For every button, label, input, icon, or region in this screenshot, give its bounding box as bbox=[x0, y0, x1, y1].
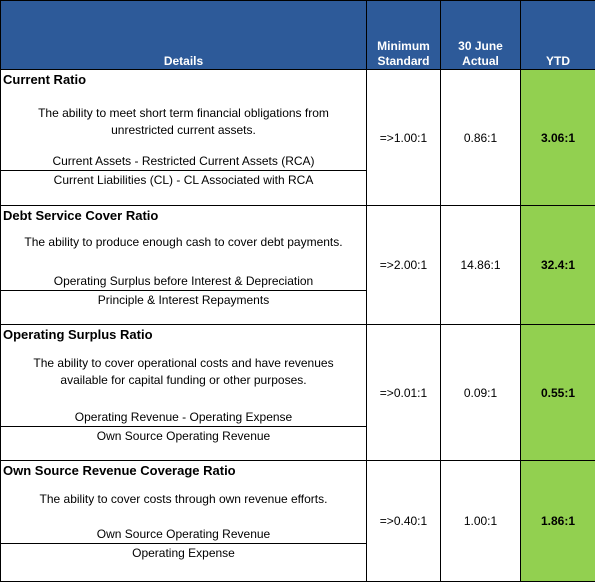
formula-denominator: Current Liabilities (CL) - CL Associated… bbox=[53, 173, 314, 187]
actual-value: 0.09:1 bbox=[440, 324, 521, 461]
actual-value: 1.00:1 bbox=[440, 460, 521, 582]
ratio-description: The ability to cover costs through own r… bbox=[39, 492, 328, 506]
formula-denominator: Operating Expense bbox=[132, 546, 235, 560]
ratio-details: Own Source Revenue Coverage Ratio The ab… bbox=[0, 460, 367, 582]
ratio-description: The ability to meet short term financial… bbox=[38, 106, 329, 137]
actual-header-line2: Actual bbox=[462, 54, 499, 68]
ratio-title: Debt Service Cover Ratio bbox=[3, 208, 159, 223]
minimum-standard-value: =>1.00:1 bbox=[366, 69, 441, 206]
details-header-label: Details bbox=[163, 54, 204, 68]
ytd-value: 3.06:1 bbox=[520, 69, 595, 206]
minimum-header-line2: Standard bbox=[377, 54, 430, 68]
ratio-formula: Own Source Operating Revenue Operating E… bbox=[1, 527, 366, 561]
ratio-description: The ability to produce enough cash to co… bbox=[24, 235, 343, 249]
ratio-title: Own Source Revenue Coverage Ratio bbox=[3, 463, 236, 478]
formula-denominator: Principle & Interest Repayments bbox=[97, 293, 270, 307]
ratio-description: The ability to cover operational costs a… bbox=[33, 356, 334, 387]
ratio-formula: Operating Revenue - Operating Expense Ow… bbox=[1, 410, 366, 444]
fraction-divider bbox=[1, 426, 366, 427]
formula-numerator: Own Source Operating Revenue bbox=[96, 527, 271, 541]
fraction-divider bbox=[1, 543, 366, 544]
ytd-value: 1.86:1 bbox=[520, 460, 595, 582]
ratio-row-debt-service: Debt Service Cover Ratio The ability to … bbox=[0, 205, 595, 325]
formula-numerator: Operating Surplus before Interest & Depr… bbox=[53, 274, 314, 288]
actual-header: 30 June Actual bbox=[440, 0, 521, 70]
ratio-row-own-source-revenue: Own Source Revenue Coverage Ratio The ab… bbox=[0, 460, 595, 582]
minimum-standard-value: =>2.00:1 bbox=[366, 205, 441, 325]
minimum-header-line1: Minimum bbox=[377, 39, 430, 53]
formula-numerator: Current Assets - Restricted Current Asse… bbox=[52, 154, 315, 168]
formula-denominator: Own Source Operating Revenue bbox=[96, 429, 271, 443]
ratio-details: Debt Service Cover Ratio The ability to … bbox=[0, 205, 367, 325]
minimum-standard-header: Minimum Standard bbox=[366, 0, 441, 70]
ratio-details: Operating Surplus Ratio The ability to c… bbox=[0, 324, 367, 461]
header-row: Details Minimum Standard 30 June Actual … bbox=[0, 0, 595, 70]
fraction-divider bbox=[1, 170, 366, 171]
ratio-row-current: Current Ratio The ability to meet short … bbox=[0, 69, 595, 206]
actual-value: 14.86:1 bbox=[440, 205, 521, 325]
ratio-title: Operating Surplus Ratio bbox=[3, 327, 153, 342]
ratio-title: Current Ratio bbox=[3, 72, 87, 87]
actual-value: 0.86:1 bbox=[440, 69, 521, 206]
ytd-header-label: YTD bbox=[546, 54, 570, 68]
ytd-header: YTD bbox=[520, 0, 595, 70]
ratio-formula: Operating Surplus before Interest & Depr… bbox=[1, 274, 366, 308]
ratio-row-operating-surplus: Operating Surplus Ratio The ability to c… bbox=[0, 324, 595, 461]
ytd-value: 32.4:1 bbox=[520, 205, 595, 325]
ytd-value: 0.55:1 bbox=[520, 324, 595, 461]
actual-header-line1: 30 June bbox=[458, 39, 503, 53]
formula-numerator: Operating Revenue - Operating Expense bbox=[74, 410, 293, 424]
minimum-standard-value: =>0.01:1 bbox=[366, 324, 441, 461]
fraction-divider bbox=[1, 290, 366, 291]
ratio-formula: Current Assets - Restricted Current Asse… bbox=[1, 154, 366, 188]
ratio-details: Current Ratio The ability to meet short … bbox=[0, 69, 367, 206]
minimum-standard-value: =>0.40:1 bbox=[366, 460, 441, 582]
details-header: Details bbox=[0, 0, 367, 70]
